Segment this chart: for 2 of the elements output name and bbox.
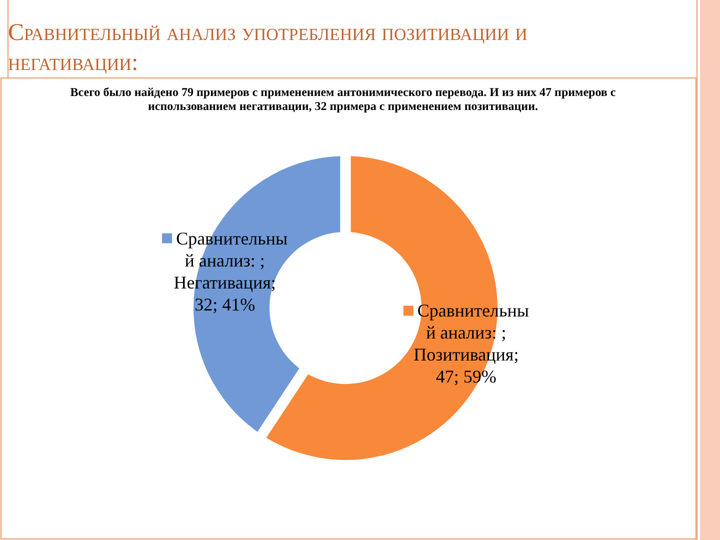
chart-subtitle: Всего было найдено 79 примеров с применением антонимического перевода. И из них 47 примеров с использованием негативации, 32 примера с применением позитивации. — [70, 85, 616, 113]
chart-title: Сравнительный анализ употребления позитивации и негативации: — [8, 20, 528, 76]
